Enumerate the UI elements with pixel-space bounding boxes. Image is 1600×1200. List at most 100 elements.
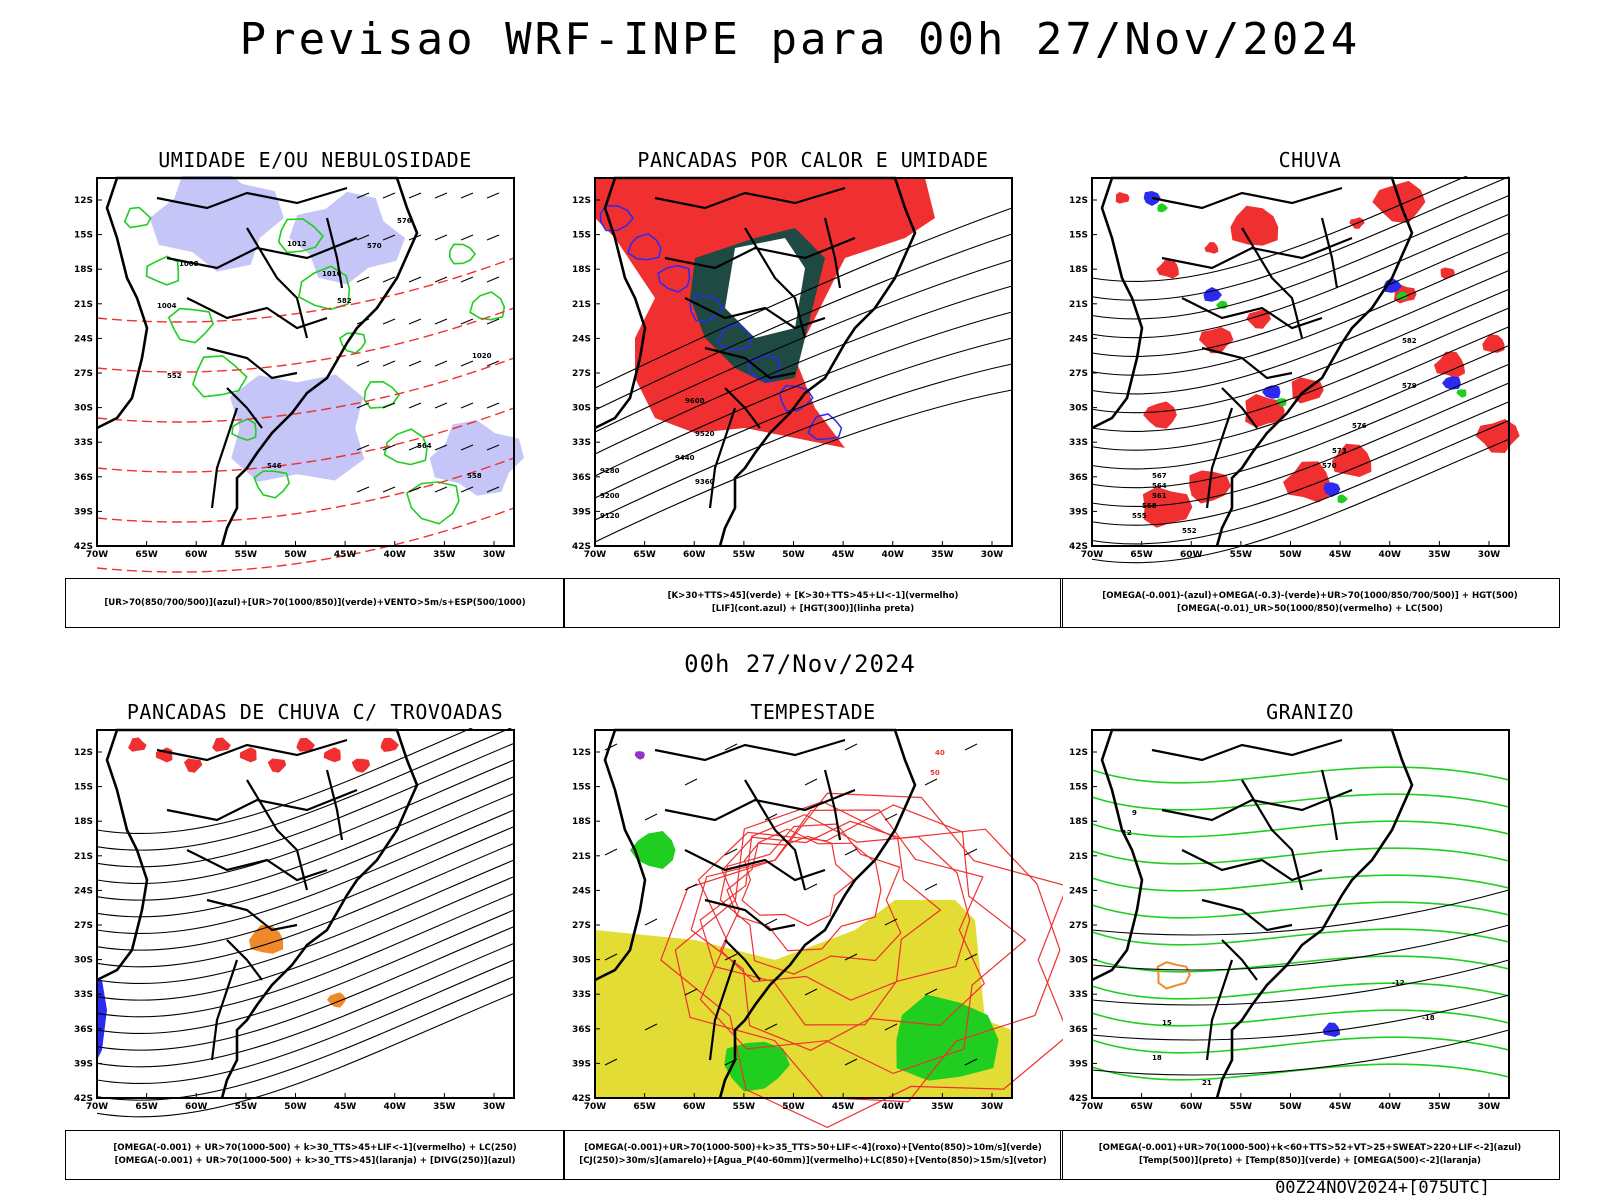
storm-shade [634, 751, 645, 760]
longitude-label: 30W [1478, 1102, 1501, 1112]
latitude-label: 12S [572, 196, 591, 206]
contour-line [594, 207, 1013, 389]
latitude-label: 36S [572, 473, 591, 483]
streamline [1091, 438, 1510, 564]
longitude-label: 30W [981, 550, 1004, 560]
wind-vector [408, 402, 422, 409]
humidity-850-shade [289, 191, 406, 285]
wind-vector [924, 883, 938, 891]
wind-vector [486, 402, 500, 409]
wind-vector [684, 883, 698, 891]
contour-label: 576 [397, 217, 412, 225]
latitude-label: 24S [74, 886, 93, 896]
state-border [724, 939, 761, 981]
state-border [1320, 769, 1339, 841]
contour-label: 50 [930, 769, 940, 777]
longitude-label: 65W [1130, 1102, 1153, 1112]
contour-label: 21 [1202, 1079, 1212, 1087]
contour-line [594, 311, 1013, 477]
lifted-index-contour [627, 232, 662, 261]
thickness-contour [96, 457, 515, 523]
caption-line-2: [OMEGA(-0.001) + UR>70(1000-500) + k>30_… [114, 1156, 516, 1166]
panel-chuva: CHUVA 582 579 576 573 570 567 564 561 558 555 552 1… [1060, 148, 1560, 628]
latitude-label: 42S [572, 542, 591, 552]
coastline [96, 728, 419, 1099]
wind-vector [486, 360, 500, 367]
legend-caption: [OMEGA(-0.001) + UR>70(1000-500) + k>30_… [65, 1130, 565, 1180]
wind-vector [724, 848, 738, 856]
panel-title: GRANIZO [1266, 700, 1354, 724]
longitude-label: 70W [86, 550, 109, 560]
contour-label: 40 [935, 749, 945, 757]
longitude-label: 45W [832, 1102, 855, 1112]
contour-label: 567 [1152, 472, 1167, 480]
wind-vector [408, 486, 422, 493]
wind-vector [434, 444, 448, 451]
caption-line-1: [OMEGA(-0.001) + UR>70(1000-500) + k>30_… [113, 1143, 517, 1153]
thunder-shade [128, 737, 147, 752]
streamline [1091, 401, 1510, 526]
latitude-label: 39S [1069, 1059, 1088, 1069]
wind-vector [356, 444, 370, 451]
latitude-label: 42S [1069, 542, 1088, 552]
map-background [1092, 730, 1509, 1098]
longitude-label: 60W [185, 550, 208, 560]
map-granizo: -12 -18 9 12 15 18 21 12S 15S 18S 21S 24S 27S 30S 33S 3… [1069, 728, 1510, 1112]
thunder-shade [323, 747, 341, 763]
longitude-label: 65W [1130, 550, 1153, 560]
longitude-label: 70W [1081, 1102, 1104, 1112]
wind-vector [924, 988, 938, 996]
coastline [96, 176, 419, 547]
wind-vector [644, 1023, 658, 1031]
rain-shade [1143, 401, 1177, 429]
temp-850-contour [1091, 847, 1510, 865]
legend-caption: [OMEGA(-0.001)+UR>70(1000-500)+k<60+TTS>… [1060, 1130, 1560, 1180]
temp-850-contour [1091, 901, 1510, 919]
humidity-1000-contour [363, 380, 401, 409]
map-tempestade: 40 50 12S 15S 18S 21S 24S 27S 30S 33S 36S 39S 42S70W… [572, 728, 1063, 1128]
contour-label: 9280 [600, 467, 620, 475]
precipitable-water-contour [690, 809, 986, 1051]
wind-vector [804, 778, 818, 786]
wind-vector [356, 318, 370, 325]
wind-vector [884, 918, 898, 926]
page-title: Previsao WRF-INPE para 00h 27/Nov/2024 [239, 14, 1361, 65]
contour-line [594, 389, 1013, 543]
contour-label: 1020 [472, 352, 492, 360]
wind-vector [604, 848, 618, 856]
latitude-label: 18S [572, 265, 591, 275]
latitude-label: 24S [572, 886, 591, 896]
coastline [1091, 728, 1414, 1099]
latitude-label: 24S [572, 334, 591, 344]
omega-shade [1323, 482, 1341, 497]
wind-vector [486, 234, 500, 241]
wind-vector [408, 318, 422, 325]
latitude-label: 36S [74, 1025, 93, 1035]
latitude-label: 42S [1069, 1094, 1088, 1104]
map-frame: 1012 1008 1016 1020 1004 570 576 582 552 546 564 55… [96, 176, 524, 573]
caption-line-2: [Temp(500)](preto) + [Temp(850)](verde) … [1139, 1156, 1481, 1166]
contour-label: 570 [367, 242, 382, 250]
rain-shade [1199, 327, 1234, 354]
wind-vector [460, 360, 474, 367]
state-border [210, 407, 239, 509]
contour-label: 546 [267, 462, 282, 470]
streamline [1091, 326, 1510, 451]
longitude-label: 45W [832, 550, 855, 560]
panel-title: CHUVA [1278, 148, 1342, 172]
contour-label: 9120 [600, 512, 620, 520]
state-border [1201, 346, 1293, 380]
wind-vector [408, 234, 422, 241]
humidity-1000-contour [167, 307, 215, 344]
contour-label: 1004 [157, 302, 177, 310]
humidity-1000-contour [123, 206, 152, 229]
map-chuva: 582 579 576 573 570 567 564 561 558 555 552 12S 15S 1… [1069, 176, 1520, 564]
temp-850-contour [1091, 1009, 1510, 1027]
contour-line [594, 363, 1013, 521]
temp-850-contour [1091, 766, 1510, 784]
temp-850-contour [1091, 1036, 1510, 1054]
omega-shade [1203, 287, 1222, 302]
caption-line-2: [CJ(250)>30m/s](amarelo)+[Agua_P(40-60mm… [579, 1156, 1047, 1166]
map-pancadas-calor: 9600 9520 9440 9360 9280 9200 9120 12S 15S 18S 21S… [572, 176, 1013, 560]
